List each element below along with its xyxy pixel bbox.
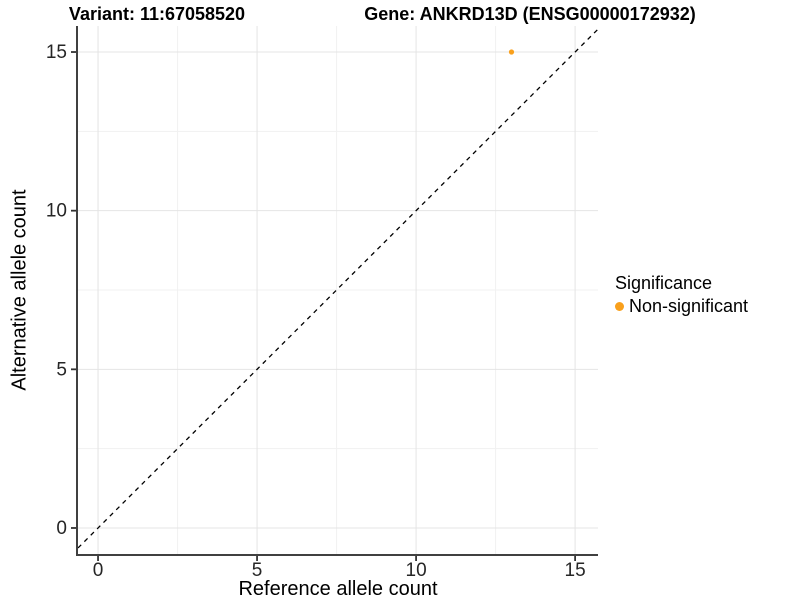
y-axis-title: Alternative allele count	[8, 189, 31, 391]
y-tick-label: 10	[46, 201, 67, 222]
identity-reference-line	[77, 28, 599, 549]
x-tick-label: 0	[93, 560, 104, 581]
x-tick-label: 10	[406, 560, 427, 581]
data-point	[508, 49, 515, 55]
legend-item-label: Non-significant	[629, 296, 749, 316]
y-tick-label: 15	[46, 42, 67, 63]
x-axis-title: Reference allele count	[238, 578, 438, 600]
x-tick-label: 15	[565, 560, 586, 581]
y-tick-label: 5	[56, 359, 67, 380]
x-tick-label: 5	[252, 560, 263, 581]
legend: Significance Non-significant	[615, 273, 748, 317]
y-tick-label: 0	[56, 518, 67, 539]
legend-point-icon	[615, 302, 624, 311]
plot-title-variant: Variant: 11:67058520	[68, 4, 246, 24]
legend-item: Non-significant	[615, 296, 748, 317]
legend-title: Significance	[615, 273, 713, 293]
plot-title-gene: Gene: ANKRD13D (ENSG00000172932)	[364, 4, 696, 24]
